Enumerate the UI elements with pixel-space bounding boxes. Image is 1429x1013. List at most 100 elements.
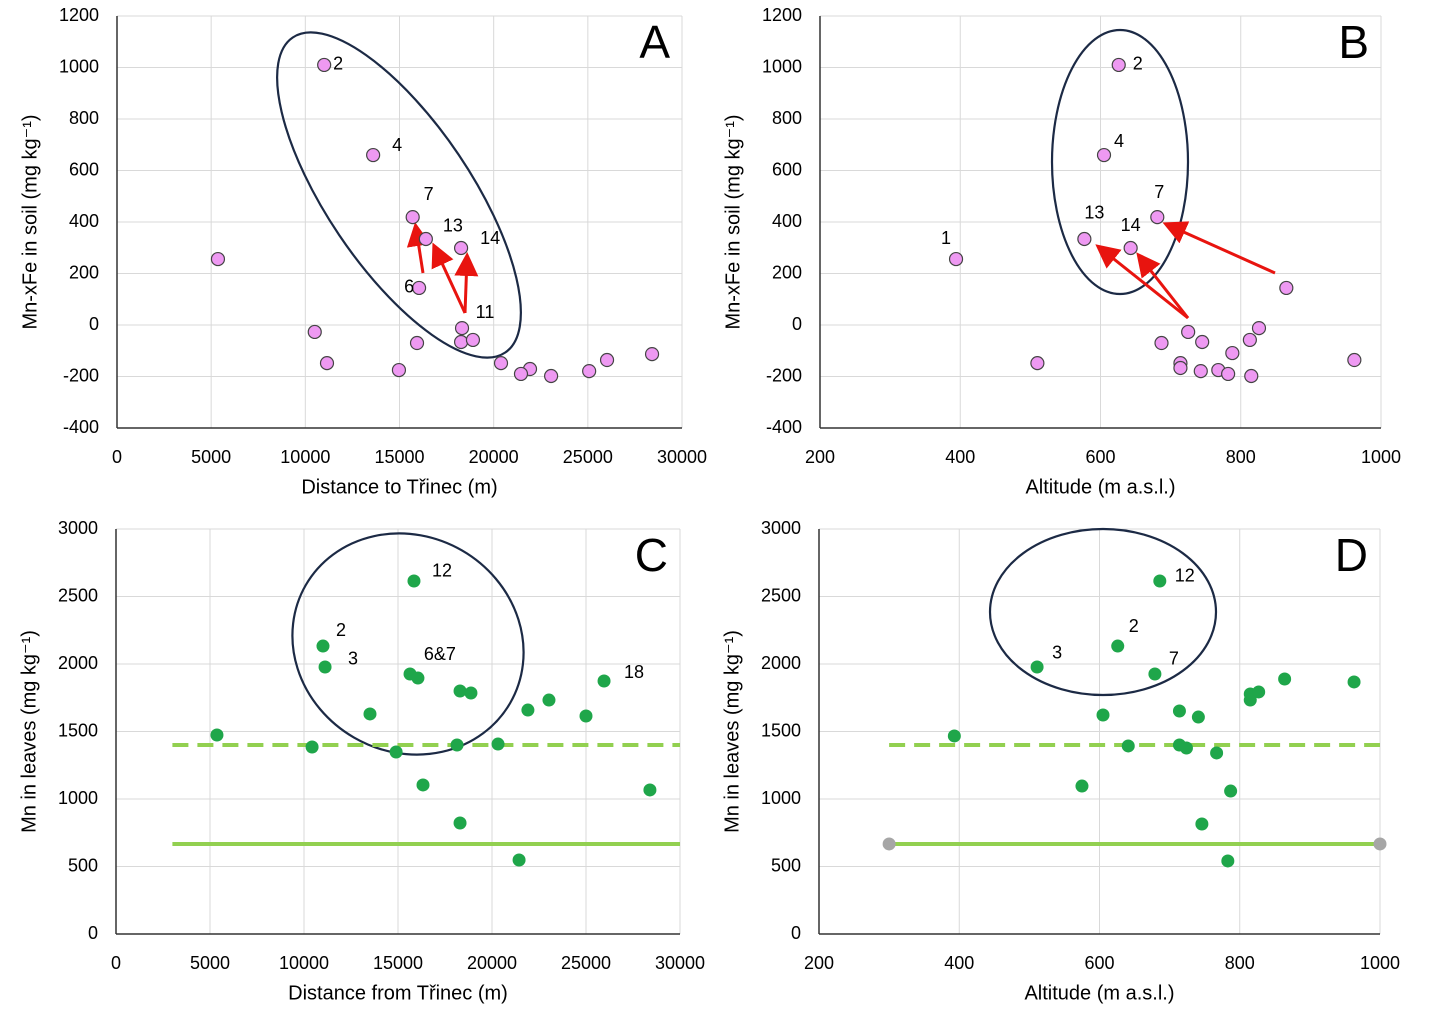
x-tick-label: 800 — [1225, 953, 1255, 973]
y-tick-label: -400 — [63, 417, 99, 437]
data-point — [644, 346, 660, 362]
data-point — [453, 240, 469, 256]
y-axis-label: Mn in leaves (mg kg⁻¹) — [721, 630, 743, 833]
point-label: 14 — [1121, 215, 1141, 235]
data-point — [407, 574, 421, 588]
x-tick-label: 200 — [804, 953, 834, 973]
x-tick-label: 30000 — [655, 953, 705, 973]
data-point — [366, 147, 381, 163]
point-label: 13 — [1084, 203, 1104, 223]
y-axis-label: Mn in leaves (mg kg⁻¹) — [18, 630, 40, 833]
arrow — [454, 252, 479, 314]
x-tick-label: 15000 — [373, 953, 423, 973]
y-tick-label: 400 — [69, 211, 99, 231]
data-point — [416, 778, 430, 792]
x-axis-label: Distance from Třinec (m) — [288, 982, 508, 1004]
data-point — [453, 816, 467, 830]
data-point — [1252, 685, 1266, 699]
data-point — [1210, 746, 1224, 760]
x-tick-label: 20000 — [467, 953, 517, 973]
data-point — [1154, 335, 1169, 351]
data-point — [391, 362, 407, 378]
y-tick-label: 1200 — [59, 5, 99, 25]
point-label: 6 — [404, 277, 414, 297]
data-point — [450, 738, 464, 752]
data-point — [1096, 147, 1112, 163]
data-point — [307, 324, 322, 340]
data-point — [544, 368, 559, 384]
point-label: 7 — [1169, 649, 1179, 669]
data-point — [409, 335, 425, 351]
point-label: 1 — [941, 228, 951, 248]
y-tick-label: 2500 — [761, 585, 801, 605]
data-point — [1030, 660, 1044, 674]
point-label: 2 — [1129, 616, 1139, 636]
panel-letter: D — [1335, 529, 1368, 581]
y-tick-label: 600 — [772, 159, 802, 179]
y-tick-label: 400 — [772, 211, 802, 231]
data-point — [305, 740, 319, 754]
data-point — [465, 332, 481, 348]
data-point — [1111, 57, 1126, 73]
data-point — [1244, 368, 1259, 384]
data-point — [1153, 574, 1167, 588]
data-point — [1150, 210, 1165, 225]
data-point — [643, 783, 657, 797]
x-tick-label: 10000 — [279, 953, 329, 973]
data-point — [317, 57, 332, 73]
data-point — [512, 853, 526, 867]
data-point — [319, 356, 335, 371]
data-point — [947, 729, 961, 743]
data-point — [1224, 784, 1238, 798]
point-label: 7 — [1154, 182, 1164, 202]
y-tick-label: 800 — [69, 108, 99, 128]
y-tick-label: 3000 — [761, 518, 801, 538]
y-tick-label: 2000 — [761, 653, 801, 673]
data-point — [464, 686, 478, 700]
panel-letter: C — [635, 529, 668, 581]
data-point — [411, 280, 427, 296]
data-point — [579, 709, 593, 723]
point-label: 12 — [1175, 566, 1195, 586]
data-point — [1030, 356, 1045, 371]
y-tick-label: 0 — [89, 314, 99, 334]
point-label: 14 — [480, 228, 500, 248]
point-label: 4 — [392, 135, 402, 155]
data-point — [389, 745, 403, 759]
reference-endpoint — [1373, 837, 1387, 851]
x-tick-label: 200 — [805, 447, 835, 467]
data-point — [1243, 693, 1257, 707]
data-point — [491, 737, 505, 751]
data-point — [405, 210, 420, 225]
point-label: 12 — [432, 561, 452, 581]
point-label: 11 — [476, 302, 495, 322]
y-tick-label: 1500 — [58, 720, 98, 740]
y-tick-label: -200 — [63, 365, 99, 385]
x-tick-label: 400 — [944, 953, 974, 973]
y-tick-label: 0 — [791, 923, 801, 943]
y-tick-label: 1000 — [762, 56, 802, 76]
data-point — [210, 728, 224, 742]
data-point — [454, 320, 470, 336]
point-label: 4 — [1114, 131, 1124, 151]
data-point — [363, 707, 377, 721]
data-point — [542, 693, 556, 707]
point-label: 2 — [336, 620, 346, 640]
y-tick-label: 0 — [792, 314, 802, 334]
group-ellipse — [276, 31, 522, 359]
x-tick-label: 1000 — [1360, 953, 1400, 973]
data-point — [1181, 324, 1196, 340]
panel-letter: A — [639, 16, 670, 68]
point-label: 13 — [443, 216, 463, 236]
data-point — [1096, 708, 1110, 722]
y-axis-label: Mn-xFe in soil (mg kg⁻¹) — [19, 114, 41, 329]
y-tick-label: 600 — [69, 159, 99, 179]
data-point — [582, 363, 597, 379]
data-point — [1195, 334, 1210, 350]
x-axis-label: Altitude (m a.s.l.) — [1025, 476, 1175, 498]
panel-letter: B — [1338, 16, 1369, 68]
y-tick-label: 200 — [69, 262, 99, 282]
y-tick-label: 200 — [772, 262, 802, 282]
x-tick-label: 15000 — [374, 447, 424, 467]
